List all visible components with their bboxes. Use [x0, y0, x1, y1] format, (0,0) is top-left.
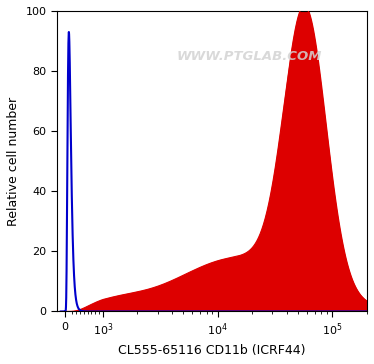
Text: WWW.PTGLAB.COM: WWW.PTGLAB.COM — [177, 50, 322, 63]
Y-axis label: Relative cell number: Relative cell number — [7, 97, 20, 226]
X-axis label: CL555-65116 CD11b (ICRF44): CL555-65116 CD11b (ICRF44) — [118, 344, 306, 357]
